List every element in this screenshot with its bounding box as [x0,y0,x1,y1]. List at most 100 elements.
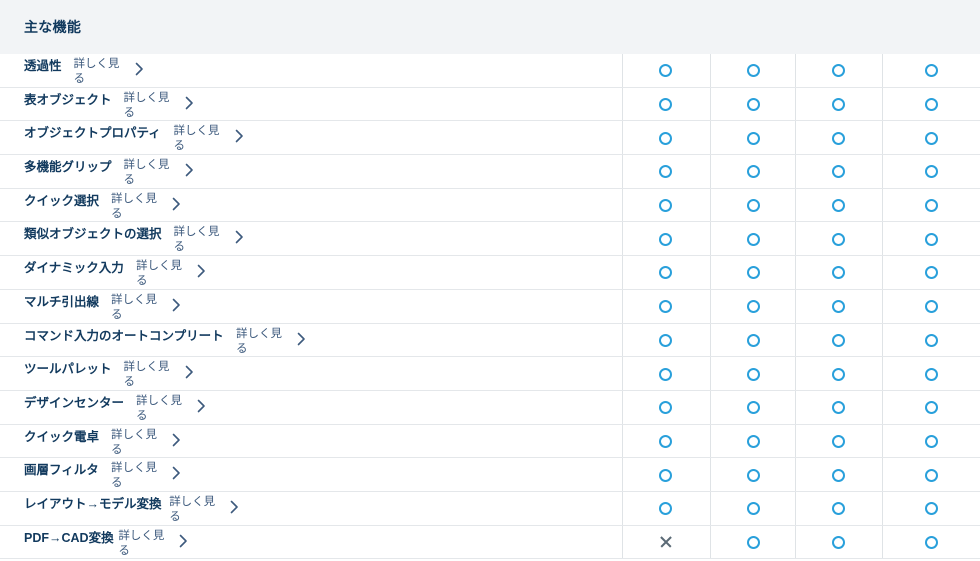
circle-mark [747,300,760,314]
circle-mark [747,502,760,516]
circle-mark [832,64,845,78]
column-divider [622,424,623,458]
circle-mark [832,199,845,213]
learn-more-link[interactable]: 詳しく見る [111,428,157,456]
table-header-cell-4 [882,0,980,54]
circle-mark [659,98,672,112]
column-divider [622,525,623,559]
learn-more-link[interactable]: 詳しく見る [236,327,282,355]
table-row: ツールパレット 詳しく見る [0,357,980,391]
learn-more-link[interactable]: 詳しく見る [111,192,157,220]
learn-more-link[interactable]: 詳しく見る [123,91,170,119]
circle-mark [659,64,672,78]
feature-support-cell [795,526,882,560]
feature-support-cell [710,526,797,560]
circle-mark [832,535,845,549]
column-divider [622,458,623,491]
column-divider [882,256,883,289]
chevron-right-icon[interactable] [229,500,240,514]
column-divider [622,54,623,87]
column-divider [710,323,711,357]
table-row: ダイナミック入力 詳しく見る [0,256,980,290]
chevron-right-icon[interactable] [171,197,182,211]
feature-support-cell [882,222,980,256]
feature-support-cell [710,458,797,492]
learn-more-link[interactable]: 詳しく見る [136,394,182,422]
chevron-right-icon[interactable] [184,96,195,110]
circle-mark [747,64,760,78]
feature-support-cell [795,357,882,391]
learn-more-link[interactable]: 詳しく見る [123,361,170,389]
learn-more-link[interactable]: 詳しく見る [73,58,120,85]
column-divider [795,289,796,323]
circle-mark [924,199,938,213]
feature-support-cell [795,324,882,358]
feature-support-cell [622,256,709,290]
feature-support-cell [710,425,797,459]
feature-support-cell [882,54,980,88]
feature-support-cell [795,256,882,290]
chevron-right-icon[interactable] [184,365,195,379]
feature-name: 表オブジェクト [24,92,112,107]
chevron-right-icon[interactable] [178,534,189,548]
column-divider [882,323,883,357]
table-row: デザインセンター 詳しく見る [0,390,980,425]
chevron-right-icon[interactable] [171,298,182,312]
chevron-right-icon[interactable] [184,163,195,177]
feature-support-cell [710,88,797,122]
feature-name: 多機能グリップ [24,160,112,175]
column-divider [710,256,711,289]
chevron-right-icon[interactable] [234,230,245,244]
circle-mark [747,199,760,213]
circle-mark [659,266,672,280]
column-divider [710,458,711,491]
feature-support-cell [882,357,980,391]
learn-more-link[interactable]: 詳しく見る [169,495,216,523]
column-divider [622,222,623,256]
feature-support-cell [795,458,882,492]
circle-mark [832,165,845,179]
learn-more-link[interactable]: 詳しく見る [173,125,220,153]
learn-more-link[interactable]: 詳しく見る [111,462,157,490]
column-divider [795,155,796,188]
circle-mark [832,300,845,314]
learn-more-link[interactable]: 詳しく見る [136,260,182,288]
chevron-right-icon[interactable] [171,466,182,480]
feature-support-cell [882,290,980,324]
circle-mark [832,131,845,145]
column-divider [710,390,711,424]
column-divider [795,491,796,525]
table-header: 主な機能 [0,0,980,54]
chevron-right-icon[interactable] [196,264,207,278]
circle-mark [832,434,845,448]
circle-mark [832,232,845,246]
feature-support-cell [622,458,709,492]
circle-mark [832,468,845,482]
table-header-cell-2 [710,0,797,54]
chevron-right-icon[interactable] [296,332,307,346]
feature-support-cell [882,391,980,425]
chevron-right-icon[interactable] [196,399,207,413]
chevron-right-icon[interactable] [234,129,245,143]
learn-more-link[interactable]: 詳しく見る [173,226,220,254]
circle-mark [747,367,760,381]
circle-mark [924,232,938,246]
learn-more-link[interactable]: 詳しく見る [123,159,170,187]
chevron-right-icon[interactable] [171,433,182,447]
column-divider [882,188,883,222]
learn-more-link[interactable]: 詳しく見る [111,293,157,321]
learn-more-link[interactable]: 詳しく見る [118,529,165,557]
feature-name: 透過性 [24,59,62,73]
table-row: レイアウト→モデル変換 詳しく見る [0,491,980,526]
circle-mark [924,165,938,179]
feature-name: オブジェクトプロパティ [24,126,161,141]
circle-mark [832,502,845,516]
column-divider [710,121,711,155]
circle-mark [924,333,938,347]
feature-support-cell [795,492,882,526]
circle-mark [747,131,760,145]
feature-support-cell [795,54,882,88]
chevron-right-icon[interactable] [134,62,145,76]
column-divider [622,188,623,222]
